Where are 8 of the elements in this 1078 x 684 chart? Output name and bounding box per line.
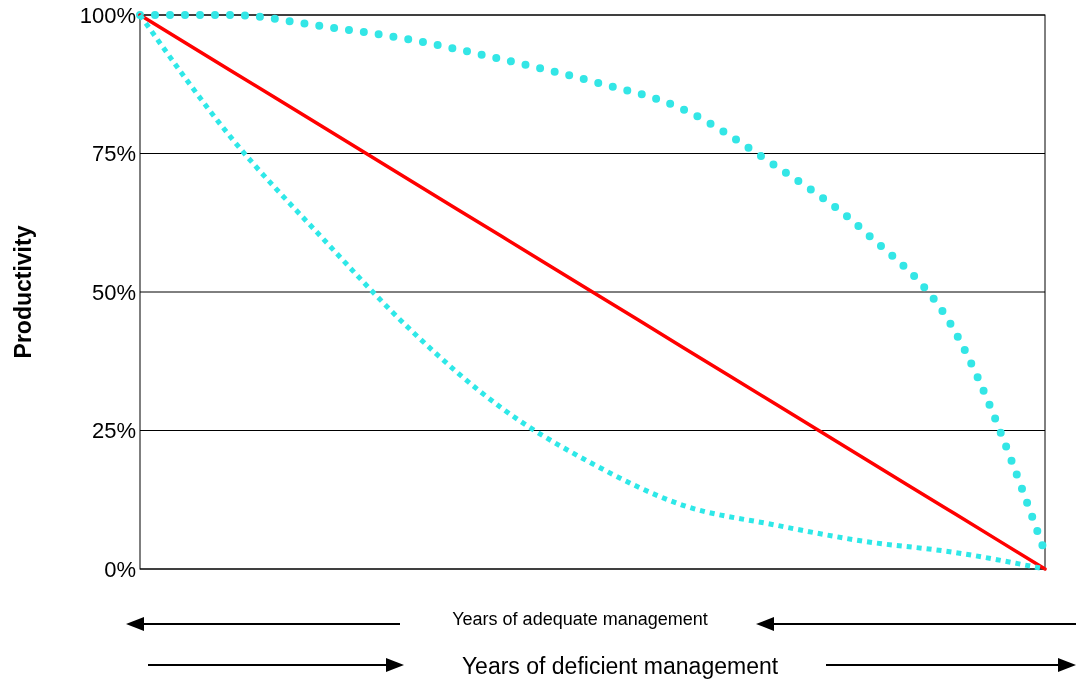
y-axis-title: Productivity	[10, 225, 36, 359]
text: Years of deficient management	[461, 653, 779, 679]
y-tick-label: 75%	[91, 141, 136, 167]
y-tick-label: 25%	[91, 418, 136, 444]
y-tick-label: 50%	[91, 279, 136, 305]
y-tick-label: 100%	[79, 2, 136, 28]
y-tick-label: 0%	[104, 556, 136, 582]
text: Years of adequate management	[452, 609, 708, 629]
